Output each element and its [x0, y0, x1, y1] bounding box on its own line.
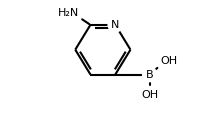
Text: OH: OH	[141, 90, 158, 100]
Circle shape	[108, 18, 122, 32]
Text: N: N	[111, 20, 119, 30]
Circle shape	[143, 67, 157, 82]
Text: H₂N: H₂N	[58, 8, 79, 18]
Text: OH: OH	[160, 56, 177, 66]
Text: B: B	[146, 70, 154, 79]
